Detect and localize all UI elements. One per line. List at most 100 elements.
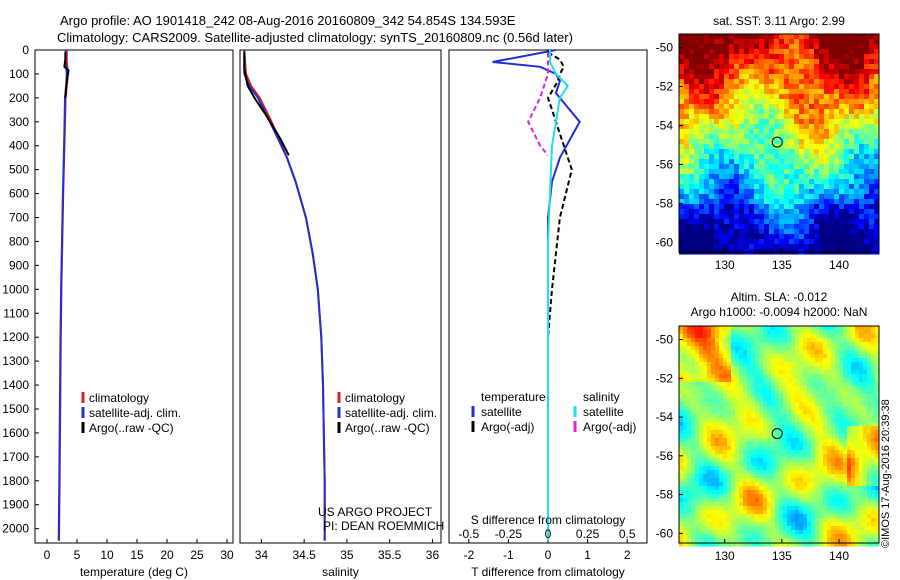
map-cell <box>783 354 788 359</box>
map-cell <box>684 214 690 220</box>
map-cell <box>794 44 800 50</box>
map-cell <box>791 534 796 539</box>
map-cell <box>707 490 712 495</box>
map-cell <box>771 346 776 351</box>
map-cell <box>869 224 875 230</box>
map-cell <box>711 366 716 371</box>
map-cell <box>874 124 880 130</box>
map-cell <box>759 34 765 40</box>
map-cell <box>849 164 855 170</box>
map-cell <box>795 410 800 415</box>
map-cell <box>864 74 870 80</box>
map-cell <box>687 526 692 531</box>
map-cell <box>694 169 700 175</box>
map-cell <box>839 79 845 85</box>
map-cell <box>871 390 876 395</box>
map-cell <box>851 446 856 451</box>
map-cell <box>755 466 760 471</box>
map-cell <box>783 458 788 463</box>
map-cell <box>691 490 696 495</box>
map-cell <box>794 209 800 215</box>
map-cell <box>719 358 724 363</box>
map-cell <box>784 69 790 75</box>
map-cell <box>819 398 824 403</box>
map-cell <box>774 159 780 165</box>
map-cell <box>695 366 700 371</box>
map-cell <box>775 486 780 491</box>
map-cell <box>819 506 824 511</box>
map-cell <box>719 124 725 130</box>
map-cell <box>743 426 748 431</box>
map-cell <box>859 530 864 535</box>
map-cell <box>844 229 850 235</box>
map-cell <box>727 366 732 371</box>
map-cell <box>719 34 725 40</box>
map-cell <box>694 244 700 250</box>
map-cell <box>735 498 740 503</box>
map-cell <box>694 219 700 225</box>
map-cell <box>811 470 816 475</box>
map-cell <box>869 219 875 225</box>
map-cell <box>739 194 745 200</box>
map-cell <box>869 84 875 90</box>
map-cell <box>679 174 685 180</box>
map-cell <box>751 478 756 483</box>
map-cell <box>779 114 785 120</box>
map-cell <box>843 378 848 383</box>
map-cell <box>719 69 725 75</box>
map-cell <box>734 169 740 175</box>
map-cell <box>767 438 772 443</box>
map-cell <box>739 502 744 507</box>
map-cell <box>871 366 876 371</box>
map-cell <box>774 49 780 55</box>
map-cell <box>694 199 700 205</box>
map-cell <box>835 430 840 435</box>
map-cell <box>811 350 816 355</box>
map-cell <box>851 438 856 443</box>
map-cell <box>864 149 870 155</box>
map-cell <box>843 402 848 407</box>
map-cell <box>803 454 808 459</box>
map-cell <box>809 204 815 210</box>
map-cell <box>819 494 824 499</box>
map-cell <box>703 498 708 503</box>
map-cell <box>703 458 708 463</box>
map-cell <box>867 346 872 351</box>
map-cell <box>711 526 716 531</box>
map-cell <box>795 406 800 411</box>
map-cell <box>719 109 725 115</box>
map-cell <box>679 522 684 527</box>
map-cell <box>789 44 795 50</box>
map-cell <box>819 44 825 50</box>
map-cell <box>827 398 832 403</box>
map-cell <box>695 422 700 427</box>
map-cell <box>799 184 805 190</box>
map-cell <box>799 154 805 160</box>
map-cell <box>843 382 848 387</box>
map-cell <box>859 342 864 347</box>
map-cell <box>719 454 724 459</box>
map-cell <box>843 450 848 455</box>
map-cell <box>695 350 700 355</box>
map-cell <box>875 530 880 535</box>
map-cell <box>769 229 775 235</box>
map-cell <box>699 450 704 455</box>
map-cell <box>723 462 728 467</box>
map-cell <box>744 59 750 65</box>
map-cell <box>704 64 710 70</box>
map-cell <box>763 466 768 471</box>
map-cell <box>843 498 848 503</box>
map-cell <box>729 244 735 250</box>
map-cell <box>815 526 820 531</box>
x-tick-label: 0 <box>545 548 552 562</box>
map-cell <box>827 458 832 463</box>
map-cell <box>835 382 840 387</box>
map-cell <box>723 414 728 419</box>
map-cell <box>803 502 808 507</box>
map-cell <box>843 518 848 523</box>
map-cell <box>715 374 720 379</box>
map-cell <box>699 378 704 383</box>
map-cell <box>819 466 824 471</box>
map-cell <box>719 510 724 515</box>
map-cell <box>744 79 750 85</box>
